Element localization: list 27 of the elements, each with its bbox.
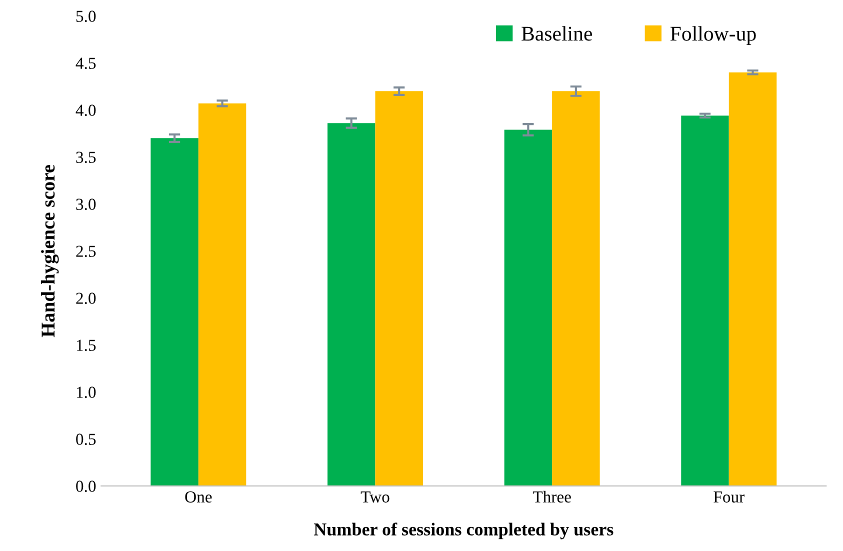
y-tick-label: 2.0 (76, 292, 96, 304)
x-tick-label: Three (532, 490, 571, 503)
y-tick-label: 0.0 (76, 480, 96, 492)
y-tick-label: 1.0 (76, 386, 96, 398)
x-tick-label: One (185, 491, 212, 503)
y-axis-title: Hand-hygience score (41, 164, 59, 338)
bar (150, 138, 198, 486)
y-tick-label: 4.0 (76, 104, 96, 116)
y-tick-label: 0.5 (76, 434, 96, 445)
legend-label: Baseline (522, 26, 592, 41)
y-tick-label: 1.5 (76, 340, 96, 351)
bar (728, 72, 777, 486)
bar (198, 103, 246, 486)
y-tick-label: 4.5 (76, 58, 96, 69)
y-tick-label: 5.0 (76, 10, 96, 22)
bar (375, 91, 423, 486)
legend-label: Follow-up (670, 26, 756, 45)
bar (504, 130, 552, 486)
x-tick-label: Four (714, 491, 744, 503)
y-tick-label: 3.0 (76, 198, 96, 210)
x-axis-title: Number of sessions completed by users (314, 522, 614, 540)
y-tick-label: 2.5 (76, 246, 96, 257)
bar (681, 116, 729, 486)
bar (327, 123, 376, 486)
x-tick-label: Two (360, 491, 390, 503)
bar (552, 91, 600, 486)
y-tick-label: 3.5 (76, 152, 96, 163)
